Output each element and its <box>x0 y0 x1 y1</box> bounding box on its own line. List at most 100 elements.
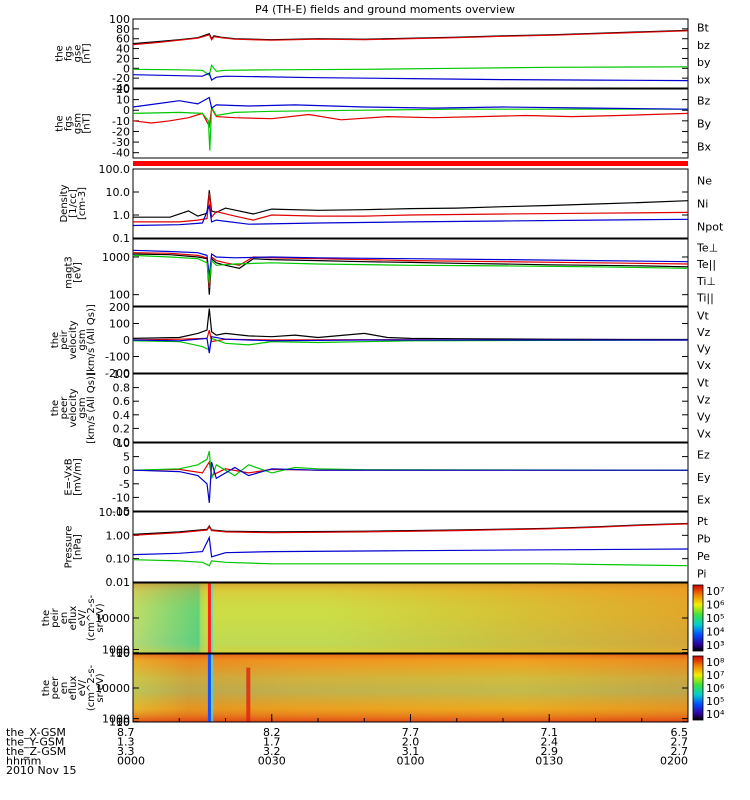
xrow-value-3-2: 0100 <box>397 755 425 768</box>
xrow-label-2: the_Z-GSM <box>6 745 66 758</box>
series-density-1 <box>133 193 689 223</box>
colorbar-tick-peir_spec-0: 10³ <box>706 639 724 652</box>
panels: -40-20020406080100thefgsgse[nT]Btbzbybx-… <box>41 13 725 729</box>
spectrogram-overlay-peir_spec <box>133 583 688 653</box>
xrow-value-2-1: 3.2 <box>263 745 281 758</box>
ylabel-peir_spec-3: eflux <box>68 606 79 631</box>
series-temp-2 <box>132 249 689 277</box>
xrow-value-0-1: 8.2 <box>263 726 281 739</box>
series-density-2 <box>132 203 689 227</box>
ytick-label-fgs_gse-4: 40 <box>116 43 130 56</box>
ylabel-peir_spec-4: eV/ <box>77 609 88 626</box>
ylabel-peir_spec-5: (cm^2-s- <box>86 594 97 641</box>
ytick-label-peir_spec-3: 10000 <box>95 612 130 625</box>
spectrogram-event-peir_spec <box>207 583 211 653</box>
ylabel-fgs_gse-2: gse <box>73 45 84 63</box>
ylabel-peir_spec-6: sr-eV) <box>95 603 106 632</box>
ytick-label-peir_velocity-0: -200 <box>105 367 130 380</box>
legend-efield-2: Ex <box>697 494 711 507</box>
xrow-value-3-3: 0130 <box>535 755 563 768</box>
ylabel-density-2: [cm-3] <box>77 187 88 220</box>
series-peir_velocity-0 <box>132 308 688 341</box>
legend-efield-0: Ez <box>697 448 710 461</box>
panel-pressure: 0.01 0.10 1.00 10.00 Pressure[nPa] Pt Pb Pe Pi <box>64 506 711 589</box>
ylabel-pressure-1: [nPa] <box>73 534 84 560</box>
frame-density <box>132 168 689 239</box>
legend-pressure-3: Pi <box>697 567 706 580</box>
ytick-label-temp-0: 100 <box>109 289 130 302</box>
legend-pressure-1: Pb <box>697 532 711 545</box>
series-density-0 <box>133 190 689 218</box>
ytick-label-fgs_gse-1: -20 <box>112 72 130 85</box>
legend-efield-1: Ey <box>697 471 711 484</box>
ytick-label-efield-2: -5 <box>119 478 130 491</box>
ylabel-peer_spec-0: the <box>41 680 52 696</box>
ylabel-fgs_gsm-2: gsm <box>73 113 84 134</box>
ytick-label-peir_spec-2: 1000 <box>102 644 130 657</box>
ylabel-peer_spec-1: peer <box>50 676 61 700</box>
colorbar-peir_spec <box>692 584 704 652</box>
panel-density: 0.1 1.0 10.0 100.0 Density[1/cc][cm-3] Ne Ni Np… <box>59 163 724 245</box>
ylabel-fgs_gse-0: the <box>55 45 66 61</box>
ylabel-efield-0: E=-VxB <box>64 458 75 495</box>
colorbar-tick-peer_spec-4: 10⁸ <box>706 656 725 669</box>
legend-peer_velocity-3: Vx <box>697 428 712 441</box>
legend-peer_velocity-1: Vz <box>697 394 711 407</box>
legend-fgs_gse-0: Bt <box>697 22 710 35</box>
ytick-label-peir_spec-0: 10 <box>116 647 130 660</box>
ytick-label-peer_velocity-1: 0.2 <box>113 422 131 435</box>
xrow-value-0-2: 7.7 <box>402 726 420 739</box>
frame-fgs_gse <box>132 18 689 89</box>
series-fgs_gsm-2 <box>132 96 689 110</box>
spectrogram-event2-peer_spec <box>211 654 214 722</box>
ytick-label-fgs_gse-2: 0 <box>123 62 130 75</box>
ylabel-pressure-0: Pressure <box>64 526 75 569</box>
ytick-label-peer_spec-2: 1000 <box>102 713 130 726</box>
ylabel-efield-1: [mV/m] <box>73 458 84 496</box>
ytick-label-peir_velocity-4: 200 <box>109 301 130 314</box>
frame-fgs_gsm <box>132 88 689 159</box>
ytick-label-density-0: 0.1 <box>113 232 131 245</box>
xrow-value-1-4: 2.7 <box>671 736 689 749</box>
frame-temp <box>132 238 689 307</box>
legend-peer_velocity-0: Vt <box>697 377 710 390</box>
ytick-label-pressure-2: 1.00 <box>106 529 131 542</box>
colorbar-tick-peer_spec-2: 10⁶ <box>706 682 725 695</box>
ylabel-temp-1: [eV] <box>73 262 84 283</box>
legend-temp-0: Te⊥ <box>696 241 718 254</box>
xrow-value-0-0: 8.7 <box>117 726 135 739</box>
plot-title: P4 (TH-E) fields and ground moments over… <box>255 3 515 16</box>
legend-fgs_gse-1: bz <box>697 39 710 52</box>
ylabel-fgs_gsm-3: [nT] <box>82 113 93 133</box>
flag-bar <box>133 161 688 166</box>
ylabel-temp-0: magt3 <box>64 256 75 289</box>
legend-density-0: Ne <box>697 175 712 188</box>
series-fgs_gse-1 <box>132 30 689 46</box>
ytick-label-peer_velocity-0: 0.0 <box>113 436 131 449</box>
frame-peer_velocity <box>132 373 689 443</box>
ytick-label-pressure-1: 0.10 <box>106 553 131 566</box>
xrow-label-0: the_X-GSM <box>6 726 66 739</box>
ytick-label-efield-4: 5 <box>123 451 130 464</box>
legend-density-1: Ni <box>697 198 708 211</box>
ylabel-peir_velocity-0: the <box>50 332 61 348</box>
series-fgs_gse-3 <box>132 72 689 82</box>
ytick-label-efield-5: 10 <box>116 437 130 450</box>
ylabel-fgs_gsm-0: the <box>55 115 66 131</box>
xrow-value-1-0: 1.3 <box>117 736 135 749</box>
ytick-label-temp-1: 1000 <box>102 251 130 264</box>
series-efield-0 <box>132 460 688 477</box>
ylabel-peir_velocity-2: velocity <box>68 320 79 359</box>
ytick-label-peer_velocity-5: 1.0 <box>113 368 131 381</box>
xrow-value-3-1: 0030 <box>258 755 286 768</box>
spectrogram-event2-peir_spec <box>211 583 214 653</box>
ytick-label-fgs_gsm-1: -30 <box>112 136 130 149</box>
frame-efield <box>132 442 689 512</box>
series-temp-1 <box>132 252 689 289</box>
spectrogram-overlay-peer_spec <box>133 654 688 722</box>
legend-fgs_gse-2: by <box>697 56 711 69</box>
series-pressure-2 <box>132 535 689 558</box>
colorbar-tick-peir_spec-4: 10⁷ <box>706 585 724 598</box>
